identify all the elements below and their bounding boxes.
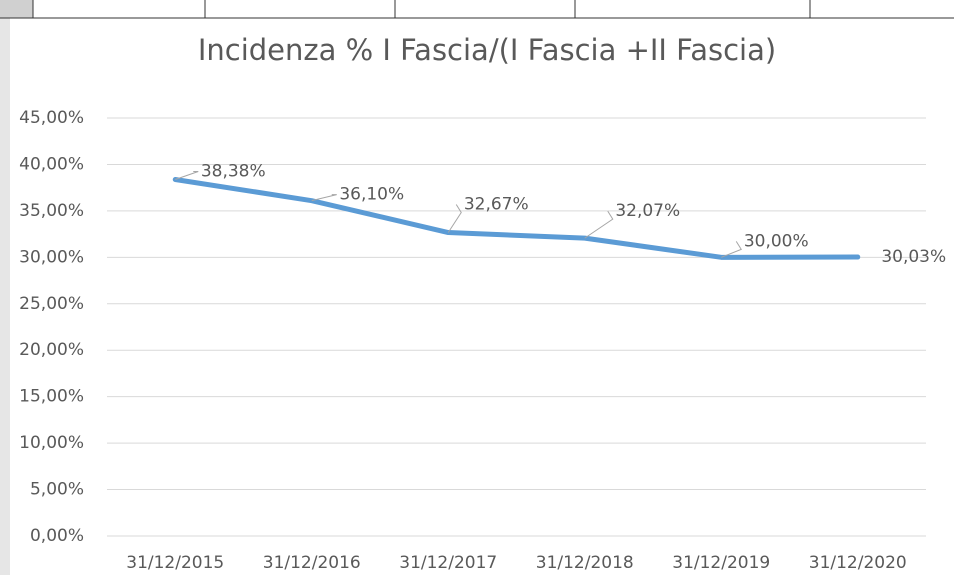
x-tick-label: 31/12/2017	[399, 553, 497, 573]
data-label: 32,07%	[615, 201, 680, 221]
y-tick-label: 25,00%	[19, 294, 84, 314]
y-tick-label: 5,00%	[30, 480, 84, 500]
data-label: 32,67%	[464, 195, 529, 215]
y-tick-label: 45,00%	[19, 108, 84, 128]
y-tick-label: 15,00%	[19, 387, 84, 407]
y-tick-label: 40,00%	[19, 154, 84, 174]
corner-cell	[0, 0, 33, 18]
x-tick-label: 31/12/2015	[126, 553, 224, 573]
chart: Incidenza % I Fascia/(I Fascia +II Fasci…	[0, 0, 954, 575]
y-tick-label: 35,00%	[19, 201, 84, 221]
x-tick-label: 31/12/2019	[672, 553, 770, 573]
background	[0, 0, 954, 575]
y-tick-label: 0,00%	[30, 526, 84, 546]
x-tick-label: 31/12/2020	[809, 553, 907, 573]
data-label: 38,38%	[201, 161, 266, 181]
data-label: 36,10%	[339, 185, 404, 205]
y-tick-label: 10,00%	[19, 433, 84, 453]
data-label: 30,03%	[881, 247, 946, 267]
chart-title: Incidenza % I Fascia/(I Fascia +II Fasci…	[198, 33, 776, 67]
row-header	[0, 0, 10, 575]
x-tick-label: 31/12/2016	[263, 553, 361, 573]
y-tick-label: 30,00%	[19, 247, 84, 267]
data-label: 30,00%	[744, 231, 809, 251]
x-tick-label: 31/12/2018	[536, 553, 634, 573]
y-tick-label: 20,00%	[19, 340, 84, 360]
